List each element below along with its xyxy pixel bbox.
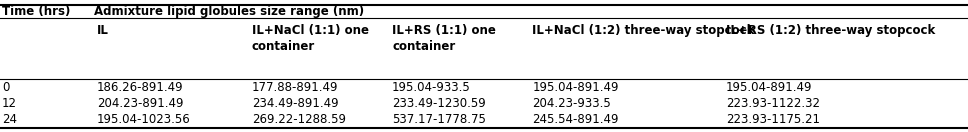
Text: 0: 0 [2,81,10,94]
Text: 177.88-891.49: 177.88-891.49 [252,81,338,94]
Text: 24: 24 [2,113,16,126]
Text: 195.04-891.49: 195.04-891.49 [726,81,812,94]
Text: 186.26-891.49: 186.26-891.49 [97,81,183,94]
Text: IL+RS (1:1) one
container: IL+RS (1:1) one container [392,24,496,53]
Text: 12: 12 [2,97,16,110]
Text: 195.04-1023.56: 195.04-1023.56 [97,113,191,126]
Text: 204.23-933.5: 204.23-933.5 [532,97,611,110]
Text: Admixture lipid globules size range (nm): Admixture lipid globules size range (nm) [94,5,364,18]
Text: 234.49-891.49: 234.49-891.49 [252,97,338,110]
Text: 223.93-1122.32: 223.93-1122.32 [726,97,820,110]
Text: 269.22-1288.59: 269.22-1288.59 [252,113,346,126]
Text: 195.04-891.49: 195.04-891.49 [532,81,619,94]
Text: IL+NaCl (1:2) three-way stopcock: IL+NaCl (1:2) three-way stopcock [532,24,755,37]
Text: 195.04-933.5: 195.04-933.5 [392,81,470,94]
Text: IL: IL [97,24,108,37]
Text: 245.54-891.49: 245.54-891.49 [532,113,619,126]
Text: Time (hrs): Time (hrs) [2,5,71,18]
Text: 537.17-1778.75: 537.17-1778.75 [392,113,486,126]
Text: 223.93-1175.21: 223.93-1175.21 [726,113,820,126]
Text: IL+RS (1:2) three-way stopcock: IL+RS (1:2) three-way stopcock [726,24,935,37]
Text: IL+NaCl (1:1) one
container: IL+NaCl (1:1) one container [252,24,369,53]
Text: 204.23-891.49: 204.23-891.49 [97,97,183,110]
Text: 233.49-1230.59: 233.49-1230.59 [392,97,486,110]
